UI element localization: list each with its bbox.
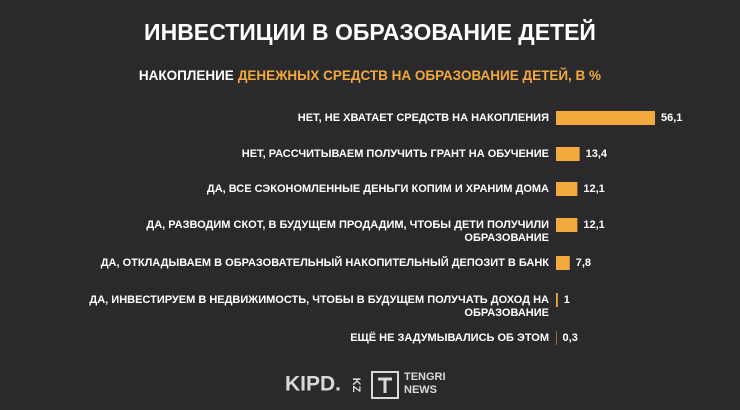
category-line: НЕТ, РАССЧИТЫВАЕМ ПОЛУЧИТЬ ГРАНТ НА ОБУЧ… [242,148,549,160]
value-label: 13,4 [586,148,608,160]
logo: NEWS [404,384,437,396]
category-line: ОБРАЗОВАНИЕ [464,232,549,244]
bar [556,293,558,307]
subtitle-part: ДЕНЕЖНЫХ СРЕДСТВ НА ОБРАЗОВАНИЕ ДЕТЕЙ, В… [238,68,601,83]
bar [556,331,557,345]
value-label: 1 [564,294,570,306]
logo-icon [371,371,399,399]
bar [556,147,580,161]
logo: KZ [350,378,362,393]
value-label: 0,3 [563,332,578,344]
category-line: ЕЩЁ НЕ ЗАДУМЫВАЛИСЬ ОБ ЭТОМ [350,331,549,344]
bar [556,218,578,232]
category-line: ДА, ОТКЛАДЫВАЕМ В ОБРАЗОВАТЕЛЬНЫЙ НАКОПИ… [101,256,550,269]
category-line: ДА, ИНВЕСТИРУЕМ В НЕДВИЖИМОСТЬ, ЧТОБЫ В … [89,294,549,306]
logo-icon [378,377,392,393]
logo: KIPD. [285,373,341,396]
value-label: 7,8 [576,257,591,269]
category-label: ЕЩЁ НЕ ЗАДУМЫВАЛИСЬ ОБ ЭТОМ [350,331,549,344]
subtitle-part: НАКОПЛЕНИЕ [139,68,234,83]
category-label: НЕТ, НЕ ХВАТАЕТ СРЕДСТВ НА НАКОПЛЕНИЯ [298,112,549,124]
category-line: ОБРАЗОВАНИЕ [464,307,549,319]
category-label: НЕТ, РАССЧИТЫВАЕМ ПОЛУЧИТЬ ГРАНТ НА ОБУЧ… [242,148,549,160]
bar [556,111,655,125]
category-label: ДА, ОТКЛАДЫВАЕМ В ОБРАЗОВАТЕЛЬНЫЙ НАКОПИ… [101,256,550,269]
bar [556,256,570,270]
chart-subtitle: НАКОПЛЕНИЕ ДЕНЕЖНЫХ СРЕДСТВ НА ОБРАЗОВАНИ… [139,68,601,83]
value-label: 56,1 [661,112,682,124]
bar [556,182,578,196]
chart-title: ИНВЕСТИЦИИ В ОБРАЗОВАНИЕ ДЕТЕЙ [144,18,596,45]
value-label: 12,1 [583,219,604,231]
category-label: ДА, ВСЕ СЭКОНОМЛЕННЫЕ ДЕНЬГИ КОПИМ И ХРА… [207,183,549,195]
value-label: 12,1 [583,183,604,195]
logo: TENGRI [404,371,446,383]
category-line: ДА, ВСЕ СЭКОНОМЛЕННЫЕ ДЕНЬГИ КОПИМ И ХРА… [207,183,549,195]
category-label: ДА, ИНВЕСТИРУЕМ В НЕДВИЖИМОСТЬ, ЧТОБЫ В … [89,294,549,319]
category-line: НЕТ, НЕ ХВАТАЕТ СРЕДСТВ НА НАКОПЛЕНИЯ [298,112,549,124]
category-label: ДА, РАЗВОДИМ СКОТ, В БУДУЩЕМ ПРОДАДИМ, Ч… [146,219,549,244]
category-line: ДА, РАЗВОДИМ СКОТ, В БУДУЩЕМ ПРОДАДИМ, Ч… [146,219,549,231]
